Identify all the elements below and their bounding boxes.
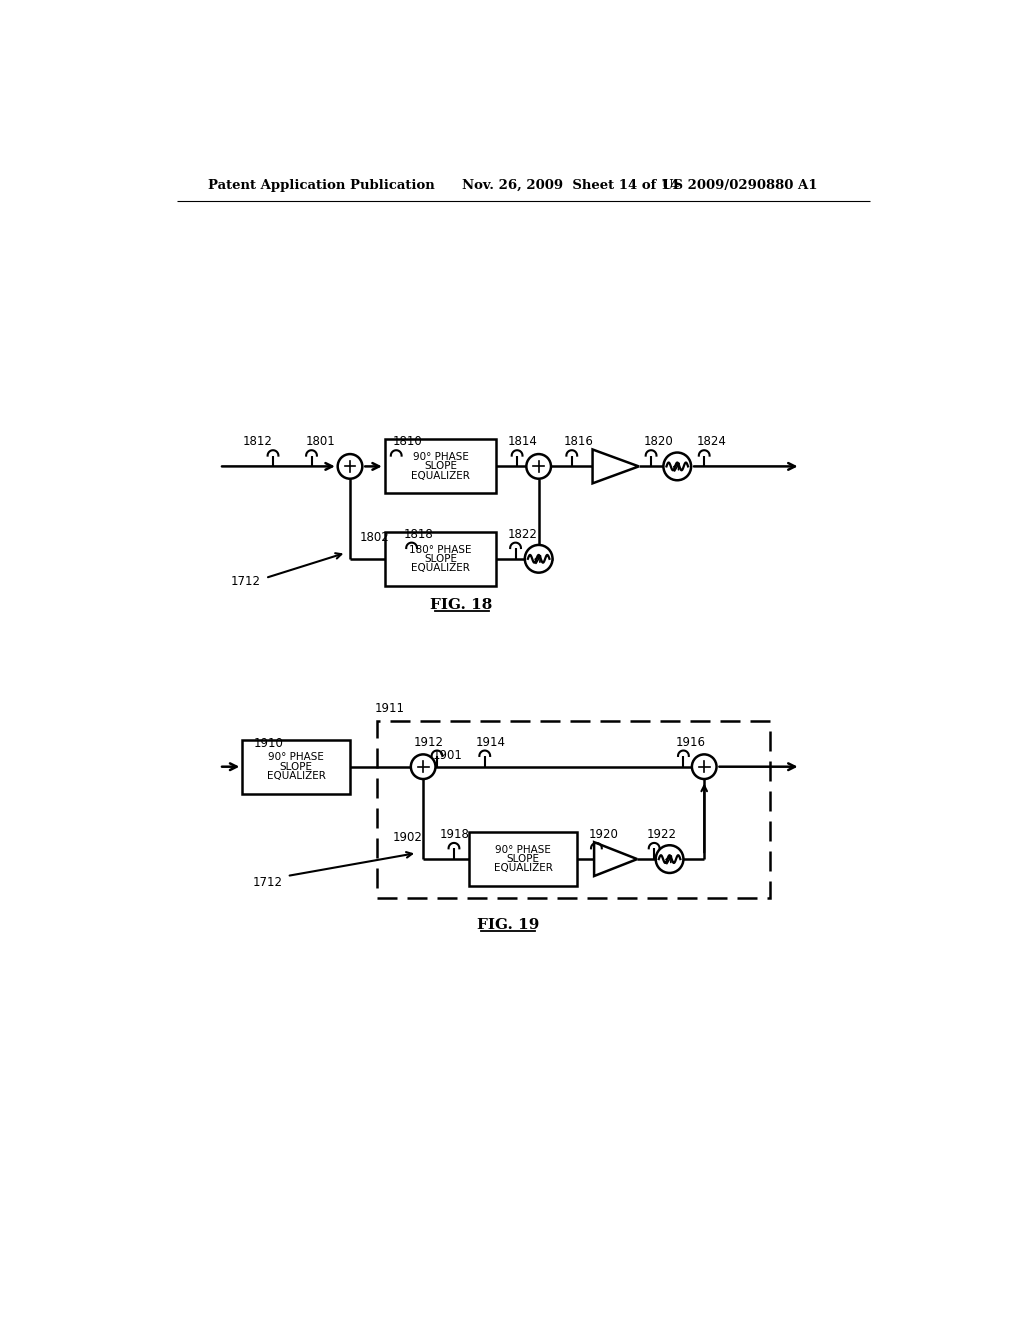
Text: SLOPE: SLOPE [424,462,457,471]
Bar [377,721,770,898]
Text: Patent Application Publication: Patent Application Publication [208,178,434,191]
Text: Nov. 26, 2009  Sheet 14 of 14: Nov. 26, 2009 Sheet 14 of 14 [462,178,679,191]
Text: FIG. 18: FIG. 18 [430,598,493,612]
Text: 1914: 1914 [475,735,506,748]
Text: 1901: 1901 [433,750,463,763]
Text: 1712: 1712 [252,875,283,888]
Bar [385,440,497,494]
Circle shape [525,545,553,573]
Circle shape [338,454,362,479]
Text: 1810: 1810 [392,436,422,449]
Text: 1816: 1816 [564,436,594,449]
Text: 1922: 1922 [646,828,677,841]
Text: 90° PHASE: 90° PHASE [496,845,551,855]
Polygon shape [593,449,639,483]
Text: EQUALIZER: EQUALIZER [411,564,470,573]
Text: EQUALIZER: EQUALIZER [266,771,326,781]
Text: 1918: 1918 [440,828,470,841]
Text: 90° PHASE: 90° PHASE [268,752,324,763]
Text: US 2009/0290880 A1: US 2009/0290880 A1 [662,178,817,191]
Text: 1902: 1902 [392,832,422,843]
Text: SLOPE: SLOPE [424,554,457,564]
Text: 1818: 1818 [403,528,433,541]
Circle shape [692,755,717,779]
Circle shape [411,755,435,779]
Text: 1802: 1802 [360,531,390,544]
Circle shape [655,845,683,873]
Text: 1712: 1712 [230,576,261,589]
Text: SLOPE: SLOPE [280,762,312,772]
Bar [243,739,350,793]
Bar [385,532,497,586]
Text: 1912: 1912 [414,735,444,748]
Text: 1916: 1916 [676,735,706,748]
Text: 180° PHASE: 180° PHASE [410,545,472,554]
Polygon shape [594,842,637,876]
Text: 90° PHASE: 90° PHASE [413,453,468,462]
Text: SLOPE: SLOPE [507,854,540,865]
Text: 1824: 1824 [696,436,726,449]
Text: EQUALIZER: EQUALIZER [411,471,470,480]
Bar [469,832,578,886]
Text: 1822: 1822 [508,528,538,541]
Text: 1820: 1820 [643,436,673,449]
Text: 1801: 1801 [305,436,335,449]
Text: FIG. 19: FIG. 19 [477,917,539,932]
Circle shape [526,454,551,479]
Text: 1910: 1910 [254,737,284,750]
Circle shape [664,453,691,480]
Text: EQUALIZER: EQUALIZER [494,863,553,874]
Text: 1920: 1920 [589,828,618,841]
Text: 1911: 1911 [375,702,404,715]
Text: 1814: 1814 [508,436,538,449]
Text: 1812: 1812 [243,436,272,449]
